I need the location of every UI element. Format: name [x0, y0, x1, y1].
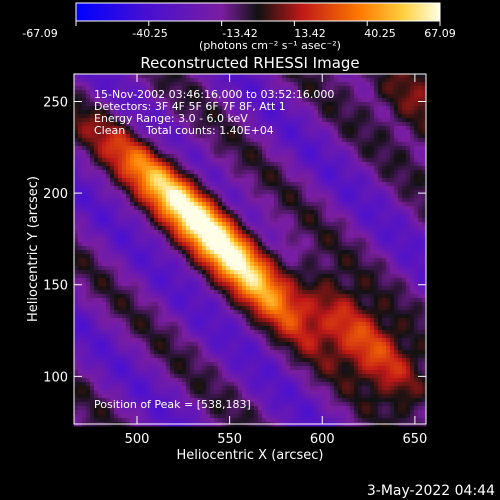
- colorbar-tick-label: 40.25: [364, 27, 396, 40]
- energy-annotation: Energy Range: 3.0 - 6.0 keV: [94, 112, 248, 125]
- y-axis-ticks: 100 150 200 250: [43, 95, 426, 385]
- colorbar-tick-label: 13.42: [294, 27, 326, 40]
- colorbar-ticks: -67.09 -40.25 -13.42 13.42 40.25 67.09: [22, 21, 456, 40]
- counts-annotation: Total counts: 1.40E+04: [145, 124, 274, 137]
- detectors-annotation: Detectors: 3F 4F 5F 6F 7F 8F, Att 1: [94, 100, 286, 113]
- x-tick-label: 500: [125, 432, 150, 447]
- peak-annotation: Position of Peak = [538,183]: [94, 398, 251, 411]
- y-tick-label: 100: [43, 370, 68, 385]
- colorbar: [75, 2, 441, 22]
- colorbar-unit-label: (photons cm⁻² s⁻¹ asec⁻²): [199, 39, 341, 52]
- x-tick-label: 650: [402, 432, 427, 447]
- plot-frame: [73, 73, 427, 425]
- x-tick-label: 600: [310, 432, 335, 447]
- colorbar-tick-label: 67.09: [424, 27, 456, 40]
- clean-annotation: Clean: [94, 124, 125, 137]
- x-axis-label: Heliocentric X (arcsec): [177, 448, 324, 463]
- colorbar-tick-label: -67.09: [22, 27, 57, 40]
- heatmap: [74, 74, 427, 427]
- y-tick-label: 150: [43, 279, 68, 294]
- footer-timestamp: 3-May-2022 04:44: [367, 483, 495, 499]
- x-tick-label: 550: [217, 432, 242, 447]
- colorbar-tick-label: -40.25: [132, 27, 167, 40]
- time-range-annotation: 15-Nov-2002 03:46:16.000 to 03:52:16.000: [94, 88, 334, 101]
- chart-title: Reconstructed RHESSI Image: [140, 54, 359, 72]
- y-tick-label: 200: [43, 187, 68, 202]
- y-axis-label: Heliocentric Y (arcsec): [26, 176, 41, 322]
- y-tick-label: 250: [43, 95, 68, 110]
- x-axis-ticks: 500 550 600 650: [125, 74, 427, 447]
- colorbar-tick-label: -13.42: [222, 27, 257, 40]
